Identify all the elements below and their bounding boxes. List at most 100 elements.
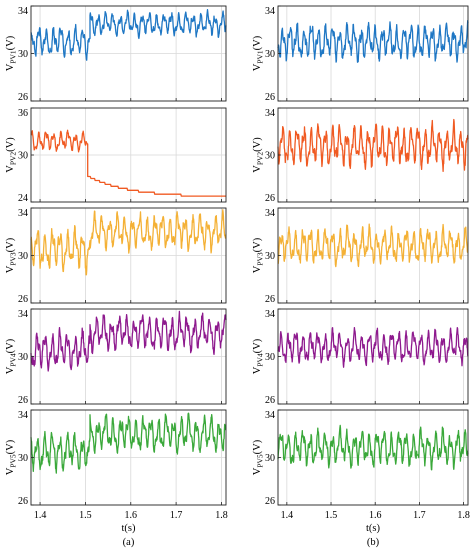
- y-axis-label-main: V: [5, 366, 16, 374]
- series-line-pv5: [277, 424, 469, 471]
- y-axis-label-sub: PV4: [256, 353, 265, 367]
- y-tick-label: 34: [18, 410, 28, 421]
- y-tick-label: 36: [18, 108, 28, 119]
- y-axis-label-unit: (V): [252, 237, 263, 252]
- subplot-pv1: 26 30 34 VPV1(V): [252, 5, 469, 103]
- y-axis-label-unit: (V): [5, 35, 16, 50]
- y-tick-label: 26: [265, 395, 275, 406]
- y-tick-label: 34: [265, 208, 275, 219]
- series-line-pv2: [277, 118, 469, 173]
- y-axis-label-main: V: [252, 467, 263, 475]
- y-axis-label-unit: (V): [252, 338, 263, 353]
- series-line-pv3: [30, 209, 227, 276]
- y-tick-label: 26: [18, 395, 28, 406]
- y-tick-label: 30: [18, 49, 28, 60]
- series-line-pv4: [30, 310, 227, 372]
- y-tick-label: 30: [265, 251, 275, 262]
- x-axis-label: t(s): [122, 523, 137, 534]
- y-axis-label-main: V: [5, 165, 16, 173]
- y-axis-label-main: V: [252, 165, 263, 173]
- x-tick-label: 1.8: [457, 510, 470, 521]
- y-tick-label: 34: [265, 309, 275, 320]
- y-axis-label-sub: PV1: [256, 50, 265, 64]
- y-tick-label: 34: [265, 108, 275, 119]
- x-tick-label: 1.5: [79, 510, 92, 521]
- y-axis-label-main: V: [252, 63, 263, 71]
- y-axis-label-sub: PV2: [9, 152, 18, 166]
- y-tick-label: 30: [18, 352, 28, 363]
- y-axis-label: VPV1(V): [252, 35, 265, 71]
- y-tick-label: 26: [18, 496, 28, 507]
- y-tick-label: 34: [265, 6, 275, 17]
- y-tick-label: 30: [265, 49, 275, 60]
- y-tick-label: 30: [265, 151, 275, 162]
- y-tick-label: 34: [18, 309, 28, 320]
- y-axis-label: VPV3(V): [5, 237, 18, 273]
- series-line-pv4: [277, 326, 469, 368]
- y-axis-label-sub: PV3: [256, 252, 265, 266]
- chart-panel-a: 263034VPV1(V)243036VPV2(V)263034VPV3(V)2…: [5, 5, 228, 548]
- y-axis-label-unit: (V): [252, 439, 263, 454]
- x-tick-label: 1.6: [369, 510, 382, 521]
- subplot-pv4: 26 30 34 VPV4(V): [252, 308, 469, 406]
- subplot-pv1: 26 30 34 VPV1(V): [5, 5, 227, 103]
- y-axis-label-sub: PV5: [256, 454, 265, 468]
- y-axis-label-unit: (V): [5, 137, 16, 152]
- y-axis-label-sub: PV3: [9, 252, 18, 266]
- y-axis-label-main: V: [5, 63, 16, 71]
- y-tick-label: 30: [18, 453, 28, 464]
- subplot-pv5: 26 30 34 VPV5(V): [252, 409, 469, 507]
- series-line-pv2: [30, 129, 227, 197]
- y-axis-label: VPV2(V): [5, 137, 18, 173]
- y-axis-label-main: V: [252, 265, 263, 273]
- series-line-pv5: [30, 412, 227, 474]
- y-axis-label: VPV4(V): [5, 338, 18, 374]
- x-tick-label: 1.5: [325, 510, 338, 521]
- y-axis-label-main: V: [5, 467, 16, 475]
- subplot-pv4: 26 30 34 VPV4(V): [5, 308, 227, 406]
- y-axis-label: VPV5(V): [252, 439, 265, 475]
- y-axis-label-unit: (V): [5, 338, 16, 353]
- y-tick-label: 34: [18, 208, 28, 219]
- y-tick-label: 30: [265, 453, 275, 464]
- x-tick-label: 1.7: [170, 510, 183, 521]
- y-tick-label: 30: [18, 151, 28, 162]
- subplot-pv2: 26 30 34 VPV2(V): [252, 107, 469, 204]
- y-tick-label: 26: [265, 92, 275, 103]
- y-tick-label: 34: [265, 410, 275, 421]
- y-axis-label-sub: PV5: [9, 454, 18, 468]
- y-axis-label-sub: PV2: [256, 152, 265, 166]
- subplot-pv5: 26 30 34 VPV5(V): [5, 409, 227, 507]
- panel-label: (a): [123, 537, 135, 548]
- y-axis-label-unit: (V): [252, 35, 263, 50]
- y-axis-label-main: V: [252, 366, 263, 374]
- y-tick-label: 26: [18, 92, 28, 103]
- y-axis-label-sub: PV1: [9, 50, 18, 64]
- series-line-pv3: [277, 223, 469, 268]
- panel-label: (b): [367, 537, 380, 548]
- y-axis-label-unit: (V): [252, 137, 263, 152]
- subplot-pv2: 24 30 36 VPV2(V): [5, 107, 227, 204]
- y-axis-label-sub: PV4: [9, 353, 18, 367]
- x-tick-label: 1.6: [125, 510, 138, 521]
- subplot-pv3: 26 30 34 VPV3(V): [252, 207, 469, 305]
- chart-panel-b: 263034VPV1(V)263034VPV2(V)263034VPV3(V)2…: [252, 5, 470, 548]
- y-axis-label-main: V: [5, 265, 16, 273]
- y-tick-label: 26: [265, 193, 275, 204]
- series-line-pv1: [30, 9, 227, 61]
- x-tick-label: 1.7: [413, 510, 426, 521]
- x-tick-label: 1.8: [215, 510, 228, 521]
- y-tick-label: 30: [18, 251, 28, 262]
- y-tick-label: 26: [265, 294, 275, 305]
- y-tick-label: 34: [18, 6, 28, 17]
- y-axis-label: VPV3(V): [252, 237, 265, 273]
- x-tick-label: 1.4: [34, 510, 47, 521]
- y-axis-label: VPV5(V): [5, 439, 18, 475]
- y-tick-label: 26: [265, 496, 275, 507]
- subplot-pv3: 26 30 34 VPV3(V): [5, 207, 227, 305]
- y-axis-label-unit: (V): [5, 237, 16, 252]
- y-tick-label: 24: [18, 193, 28, 204]
- y-axis-label: VPV1(V): [5, 35, 18, 71]
- y-axis-label: VPV2(V): [252, 137, 265, 173]
